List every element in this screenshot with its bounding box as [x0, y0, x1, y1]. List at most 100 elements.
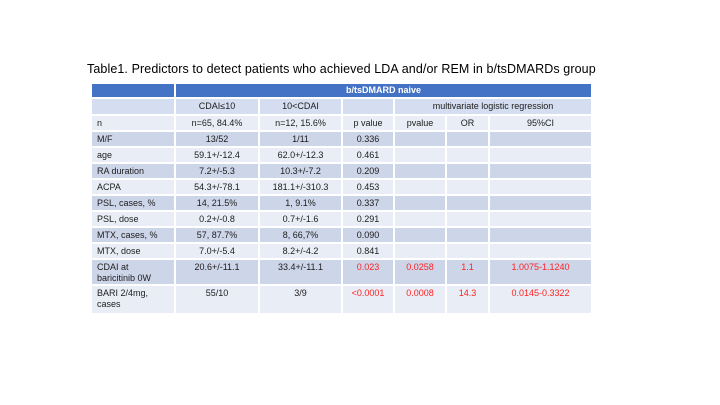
table-cell: 7.2+/-5.3: [176, 164, 258, 178]
table-cell: [447, 180, 488, 194]
table-cell: [490, 228, 591, 242]
table-cell: [395, 132, 445, 146]
table-cell: 0.453: [343, 180, 393, 194]
table-cell: 1.0075-1.1240: [490, 260, 591, 284]
table-cell: 0.291: [343, 212, 393, 226]
subheader-cdai-low-cell: CDAI≤10: [176, 99, 258, 114]
table-cell: 20.6+/-11.1: [176, 260, 258, 284]
subheader-multivariate-cell: multivariate logistic regression: [395, 99, 591, 114]
table-cell: [490, 148, 591, 162]
table-cell: 3/9: [260, 286, 341, 313]
table-cell: 62.0+/-12.3: [260, 148, 341, 162]
row-label: n: [92, 116, 174, 130]
table-cell: [447, 228, 488, 242]
table-cell: [395, 148, 445, 162]
row-label: CDAI at baricitinib 0W: [92, 260, 174, 284]
table-cell: OR: [447, 116, 488, 130]
table-cell: 57, 87.7%: [176, 228, 258, 242]
table-cell: [395, 196, 445, 210]
table-cell: [490, 180, 591, 194]
row-label: MTX, dose: [92, 244, 174, 258]
row-label: MTX, cases, %: [92, 228, 174, 242]
table-cell: 10.3+/-7.2: [260, 164, 341, 178]
table-row: BARI 2/4mg, cases 55/10 3/9 <0.0001 0.0008 14…: [92, 286, 593, 313]
table-cell: [490, 196, 591, 210]
header-group-cell: b/tsDMARD naive: [176, 84, 591, 97]
table-cell: 0.337: [343, 196, 393, 210]
table-row: RA duration 7.2+/-5.3 10.3+/-7.2 0.209: [92, 164, 593, 178]
subheader-empty-pvalue-cell: [343, 99, 393, 114]
table-cell: 1.1: [447, 260, 488, 284]
row-label: RA duration: [92, 164, 174, 178]
table-row: CDAI at baricitinib 0W 20.6+/-11.1 33.4+/-…: [92, 260, 593, 284]
table-cell: n=12, 15.6%: [260, 116, 341, 130]
table-cell: 0.090: [343, 228, 393, 242]
table-title: Table1. Predictors to detect patients wh…: [87, 62, 596, 76]
table-cell: [447, 164, 488, 178]
table-cell: 59.1+/-12.4: [176, 148, 258, 162]
table-cell: 13/52: [176, 132, 258, 146]
table-cell: 0.0008: [395, 286, 445, 313]
table-group-header-row: b/tsDMARD naive: [92, 84, 593, 97]
table-cell: [447, 212, 488, 226]
table-cell: n=65, 84.4%: [176, 116, 258, 130]
table-cell: 14.3: [447, 286, 488, 313]
table-cell: 8, 66,7%: [260, 228, 341, 242]
table-cell: [447, 196, 488, 210]
table-cell: 1, 9.1%: [260, 196, 341, 210]
table-cell: 0.2+/-0.8: [176, 212, 258, 226]
table-cell: 0.023: [343, 260, 393, 284]
table-cell: [447, 148, 488, 162]
table-row: age 59.1+/-12.4 62.0+/-12.3 0.461: [92, 148, 593, 162]
table-cell: 0.841: [343, 244, 393, 258]
table-cell: 0.336: [343, 132, 393, 146]
subheader-cdai-high-cell: 10<CDAI: [260, 99, 341, 114]
table-body: n n=65, 84.4% n=12, 15.6% p value pvalue OR 95…: [92, 116, 593, 313]
table-cell: pvalue: [395, 116, 445, 130]
table-cell: [395, 212, 445, 226]
table-row: MTX, cases, % 57, 87.7% 8, 66,7% 0.090: [92, 228, 593, 242]
table-cell: [447, 244, 488, 258]
table-cell: 0.0145-0.3322: [490, 286, 591, 313]
table-cell: [395, 164, 445, 178]
table-cell: 1/11: [260, 132, 341, 146]
table-subheader-row: CDAI≤10 10<CDAI multivariate logistic re…: [92, 99, 593, 114]
table-cell: 7.0+/-5.4: [176, 244, 258, 258]
table-cell: 0.7+/-1.6: [260, 212, 341, 226]
table-row: n n=65, 84.4% n=12, 15.6% p value pvalue OR 95…: [92, 116, 593, 130]
table-cell: 0.209: [343, 164, 393, 178]
table-cell: 95%CI: [490, 116, 591, 130]
table-cell: [395, 180, 445, 194]
row-label: BARI 2/4mg, cases: [92, 286, 174, 313]
table-row: MTX, dose 7.0+/-5.4 8.2+/-4.2 0.841: [92, 244, 593, 258]
table-cell: 8.2+/-4.2: [260, 244, 341, 258]
table-row: M/F 13/52 1/11 0.336: [92, 132, 593, 146]
table-cell: <0.0001: [343, 286, 393, 313]
table-cell: 33.4+/-11.1: [260, 260, 341, 284]
table-row: ACPA 54.3+/-78.1 181.1+/-310.3 0.453: [92, 180, 593, 194]
row-label: age: [92, 148, 174, 162]
table-cell: 14, 21.5%: [176, 196, 258, 210]
row-label: M/F: [92, 132, 174, 146]
table-row: PSL, cases, % 14, 21.5% 1, 9.1% 0.337: [92, 196, 593, 210]
table-cell: 54.3+/-78.1: [176, 180, 258, 194]
predictors-table: b/tsDMARD naive CDAI≤10 10<CDAI multivar…: [92, 84, 593, 315]
table-cell: [395, 228, 445, 242]
table-cell: p value: [343, 116, 393, 130]
table-cell: [490, 212, 591, 226]
table-cell: [395, 244, 445, 258]
row-label: PSL, dose: [92, 212, 174, 226]
table-cell: 0.0258: [395, 260, 445, 284]
table-cell: 55/10: [176, 286, 258, 313]
table-cell: [490, 244, 591, 258]
table-cell: [490, 164, 591, 178]
row-label: PSL, cases, %: [92, 196, 174, 210]
subheader-empty-cell: [92, 99, 174, 114]
table-row: PSL, dose 0.2+/-0.8 0.7+/-1.6 0.291: [92, 212, 593, 226]
table-cell: [490, 132, 591, 146]
header-corner-cell: [92, 84, 174, 97]
table-cell: 181.1+/-310.3: [260, 180, 341, 194]
row-label: ACPA: [92, 180, 174, 194]
table-cell: 0.461: [343, 148, 393, 162]
table-cell: [447, 132, 488, 146]
